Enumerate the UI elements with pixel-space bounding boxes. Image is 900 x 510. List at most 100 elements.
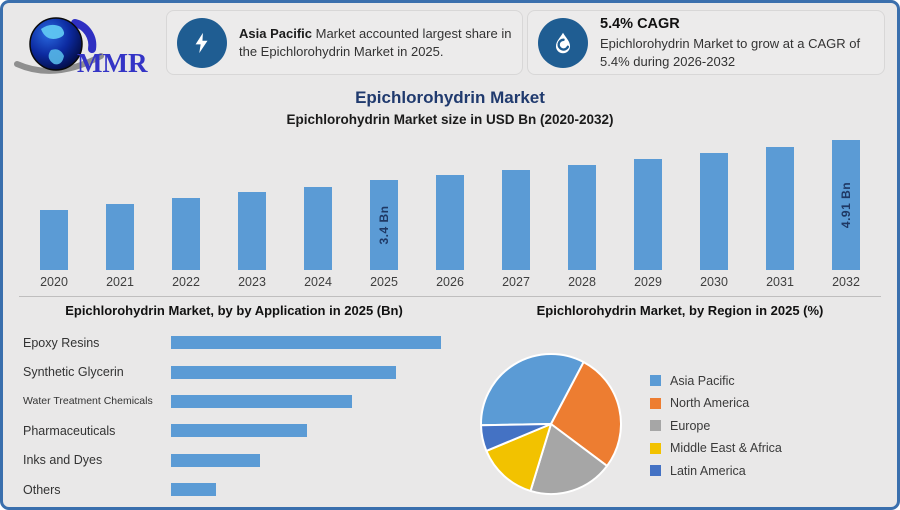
bar-column-2029 [615,140,681,270]
droplet-icon [555,32,571,53]
page-title: Epichlorohydrin Market [355,88,545,107]
bar-2027 [502,170,530,270]
x-tick-2025: 2025 [370,275,398,289]
bar-column-2023 [219,140,285,270]
x-tick-2020: 2020 [40,275,68,289]
bar-2031 [766,147,794,270]
legend-item-north-america: North America [650,396,782,411]
bar-2030 [700,153,728,270]
application-bar-track [171,483,463,497]
application-bar-track [171,365,463,379]
header: MMR Asia Pacific Market accounted larges… [3,3,897,81]
cagr-heading: 5.4% CAGR [600,15,680,32]
highlight-box-cagr: 5.4% CAGR Epichlorohydrin Market to grow… [527,10,885,75]
x-tick-2021: 2021 [106,275,134,289]
highlight-text: Asia Pacific Market accounted largest sh… [239,25,512,60]
highlight-box-market-share: Asia Pacific Market accounted largest sh… [166,10,523,75]
application-bar-water-treatment-chemicals [171,394,352,408]
lightning-icon-circle [177,17,227,68]
region-pie-chart [480,353,622,495]
logo-text: MMR [77,48,148,77]
x-tick-2032: 2032 [832,275,860,289]
legend-item-middle-east-africa: Middle East & Africa [650,441,782,456]
application-bar-track [171,453,463,467]
application-label-pharmaceuticals: Pharmaceuticals [23,423,116,438]
highlight-rest: Market accounted largest share in the Ep… [239,25,512,59]
x-tick-2022: 2022 [172,275,200,289]
bar-2024 [304,187,332,270]
application-label-epoxy-resins: Epoxy Resins [23,335,100,350]
application-row-pharmaceuticals: Pharmaceuticals [19,416,463,445]
highlight-lead: Asia Pacific [239,25,312,41]
bar-2022 [172,198,200,270]
x-tick-2031: 2031 [766,275,794,289]
bar-2025: 3.4 Bn [370,180,398,270]
legend-label-europe: Europe [670,418,711,433]
x-tick-2023: 2023 [238,275,266,289]
application-bar-others [171,483,216,497]
region-chart-section: Epichlorohydrin Market, by Region in 202… [463,303,897,502]
pie-slice-middle-east-africa [485,423,552,492]
application-chart-title: Epichlorohydrin Market, by by Applicatio… [65,303,403,318]
legend-item-asia-pacific: Asia Pacific [650,373,782,388]
legend-swatch-middle-east-africa [650,442,661,454]
chart-subtitle: Epichlorohydrin Market size in USD Bn (2… [286,112,614,127]
lightning-icon [195,32,208,53]
bar-2028 [568,165,596,270]
bar-2032: 4.91 Bn [832,140,860,270]
application-chart-section: Epichlorohydrin Market, by by Applicatio… [3,303,463,502]
cagr-text: 5.4% CAGR Epichlorohydrin Market to grow… [600,15,874,71]
droplet-icon-circle [538,17,588,68]
application-label-synthetic-glycerin: Synthetic Glycerin [23,365,124,380]
x-tick-2030: 2030 [700,275,728,289]
x-tick-2026: 2026 [436,275,464,289]
legend-swatch-asia-pacific [650,375,661,387]
legend-label-middle-east-africa: Middle East & Africa [670,441,782,456]
x-tick-2029: 2029 [634,275,662,289]
bar-chart-x-axis: 2020 2021 2022 2023 2024 2025 2026 2027 2028 2029… [21,270,879,296]
x-tick-2028: 2028 [568,275,596,289]
cagr-body: Epichlorohydrin Market to grow at a CAGR… [600,36,861,69]
application-bar-synthetic-glycerin [171,365,396,379]
legend-item-latin-america: Latin America [650,463,782,478]
bar-column-2021 [87,140,153,270]
application-bar-track [171,394,463,408]
x-tick-2024: 2024 [304,275,332,289]
pie-slice-europe [529,423,609,495]
logo-two-swoosh [71,19,97,53]
application-row-others: Others [19,475,463,504]
legend-item-europe: Europe [650,418,782,433]
bar-column-2030 [681,140,747,270]
legend-swatch-europe [650,420,661,432]
bar-2021 [106,204,134,270]
pie-slice-asia-pacific [480,353,585,427]
bar-column-2024 [285,140,351,270]
application-bar-inks-and-dyes [171,453,260,467]
application-row-epoxy-resins: Epoxy Resins [19,328,463,357]
application-label-water-treatment-chemicals: Water Treatment Chemicals [23,395,153,408]
application-row-synthetic-glycerin: Synthetic Glycerin [19,357,463,386]
legend-label-north-america: North America [670,396,750,411]
legend-label-latin-america: Latin America [670,463,746,478]
application-row-water-treatment-chemicals: Water Treatment Chemicals [19,387,463,416]
legend-swatch-latin-america [650,465,661,477]
bar-column-2026 [417,140,483,270]
bar-column-2032: 4.91 Bn [813,140,879,270]
bar-column-2031 [747,140,813,270]
pie-slice-latin-america [480,423,552,452]
x-tick-2027: 2027 [502,275,530,289]
bar-2023 [238,192,266,270]
application-row-inks-and-dyes: Inks and Dyes [19,446,463,475]
region-chart-title: Epichlorohydrin Market, by Region in 202… [536,303,824,318]
bar-2020 [40,210,68,270]
bar-column-2020 [21,140,87,270]
application-bar-pharmaceuticals [171,424,307,438]
mmr-logo: MMR [14,17,148,77]
market-size-bar-chart: 3.4 Bn 4.91 Bn 2020 2021 2022 2023 2024 2025 20… [21,140,879,296]
horizontal-divider [19,296,881,297]
bar-value-label-2032: 4.91 Bn [839,181,853,229]
bar-2029 [634,159,662,270]
application-bar-epoxy-resins [171,336,441,350]
legend-label-asia-pacific: Asia Pacific [670,373,735,388]
